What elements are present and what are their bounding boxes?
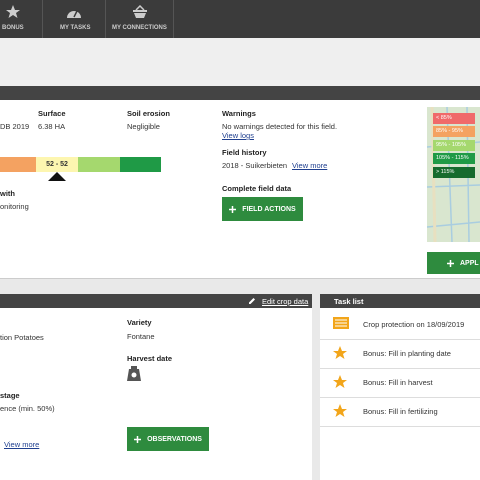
label: Harvest date: [127, 354, 173, 363]
task-text: Crop protection on 18/09/2019: [363, 320, 465, 329]
legend-item: 95% - 105%: [433, 140, 475, 151]
button-label: APPL: [460, 259, 479, 267]
task-row[interactable]: [320, 310, 480, 340]
scale-segment: [120, 157, 161, 172]
plus-icon: [447, 259, 454, 267]
label: Surface: [38, 109, 66, 118]
crop-panel: [0, 294, 312, 480]
task-title: Task list: [334, 297, 364, 306]
legend-item: 85% - 95%: [433, 126, 475, 137]
button-label: FIELD ACTIONS: [242, 205, 296, 213]
value: No warnings detected for this field.: [222, 122, 338, 131]
plus-icon: [134, 435, 142, 443]
scale-segment: [78, 157, 120, 172]
label: Soil erosion: [127, 109, 170, 118]
panel-header: [0, 86, 480, 100]
task-text: Bonus: Fill in fertilizing: [363, 407, 438, 416]
observations-button[interactable]: OBSERVATIONS: [127, 427, 209, 451]
edit-icon: [249, 298, 255, 304]
label: stage: [0, 391, 20, 400]
button-label: OBSERVATIONS: [147, 435, 202, 443]
spray-icon: [333, 317, 349, 329]
nav-item[interactable]: MY CONNECTIONS: [112, 25, 167, 31]
value: Negligible: [127, 122, 160, 131]
task-text: Bonus: Fill in harvest: [363, 378, 433, 387]
plus-icon: [229, 205, 237, 213]
legend-item: > 115%: [433, 167, 475, 178]
task-text: Bonus: Fill in planting date: [363, 349, 451, 358]
star-icon: [333, 346, 347, 359]
star-icon: [333, 375, 347, 388]
legend-item: 105% - 115%: [433, 153, 475, 164]
panel-header: [320, 294, 480, 308]
value: Fontane: [127, 332, 155, 341]
task-row[interactable]: [320, 368, 480, 398]
separator: [173, 0, 174, 38]
harvest-icon: [127, 366, 141, 381]
gauge-icon: [67, 10, 81, 18]
nav-item[interactable]: BONUS: [2, 25, 24, 31]
nav-item[interactable]: MY TASKS: [60, 25, 91, 31]
basket-icon: [133, 5, 147, 18]
separator: [42, 0, 43, 38]
panel-header: [0, 294, 312, 308]
scale-pointer: [48, 172, 66, 181]
label: with: [0, 189, 15, 198]
value: onitoring: [0, 202, 29, 211]
value: ence (min. 50%): [0, 404, 55, 413]
legend-item: < 85%: [433, 113, 475, 124]
label: Variety: [127, 318, 152, 327]
star-icon: [333, 404, 347, 417]
label: Complete field data: [222, 184, 292, 193]
scale-segment: 52 - 52: [36, 157, 78, 172]
star-icon: [6, 5, 20, 18]
sub-header: [0, 38, 480, 86]
date-text: DB 2019: [0, 122, 30, 131]
edit-link[interactable]: Edit crop data: [262, 297, 309, 306]
link[interactable]: View more: [4, 440, 40, 449]
value: 6.38 HA: [38, 122, 66, 131]
field-panel: [0, 100, 480, 279]
task-row[interactable]: [320, 339, 480, 369]
apply-button[interactable]: APPL: [427, 252, 480, 274]
top-nav: [0, 0, 480, 38]
label: Warnings: [222, 109, 256, 118]
value: tion Potatoes: [0, 333, 44, 342]
separator: [105, 0, 106, 38]
field-actions-button[interactable]: FIELD ACTIONS: [222, 197, 303, 221]
link[interactable]: View more: [292, 161, 328, 170]
value: 2018 - Suikerbieten: [222, 161, 288, 170]
scale-segment: [0, 157, 36, 172]
link[interactable]: View logs: [222, 131, 254, 140]
label: Field history: [222, 148, 267, 157]
task-row[interactable]: [320, 397, 480, 427]
